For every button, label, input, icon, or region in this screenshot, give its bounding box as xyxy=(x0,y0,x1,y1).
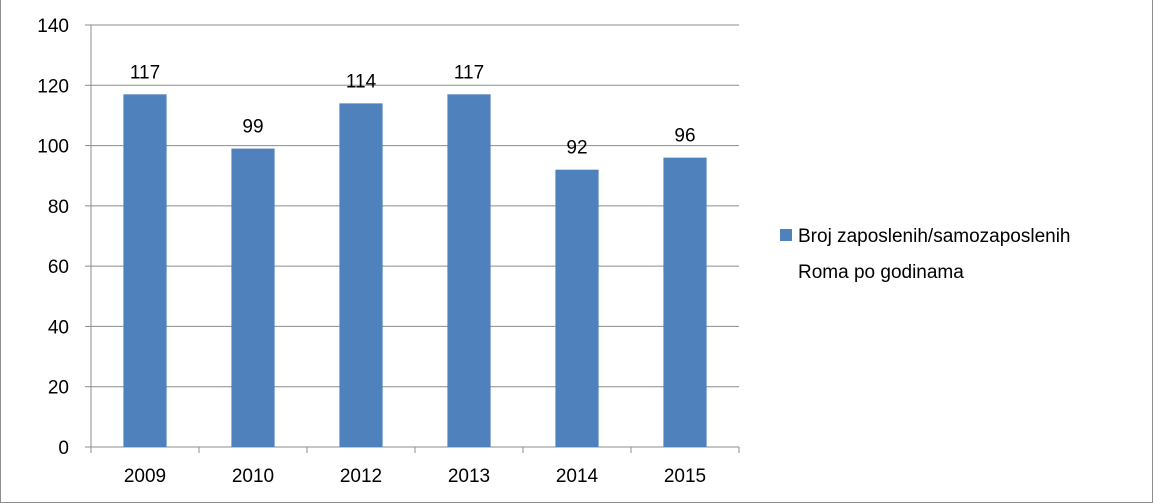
x-tick-label-2012: 2012 xyxy=(340,466,382,487)
y-tick-label: 80 xyxy=(48,197,69,218)
data-label-2014: 92 xyxy=(566,138,587,159)
legend-swatch xyxy=(780,229,792,241)
data-labels: 117 99 114 117 92 96 xyxy=(130,62,696,158)
y-tick-label: 120 xyxy=(37,76,69,97)
y-tick-label: 100 xyxy=(37,137,69,158)
y-tick-labels: 0 20 40 60 80 100 120 140 xyxy=(37,16,69,459)
x-tick-label-2015: 2015 xyxy=(664,466,706,487)
x-tick-labels: 2009 2010 2012 2013 2014 2015 xyxy=(124,466,706,487)
axes xyxy=(85,24,740,453)
gridlines xyxy=(91,24,739,388)
y-tick-label: 60 xyxy=(48,257,69,278)
data-label-2009: 117 xyxy=(130,62,160,83)
data-label-2012: 114 xyxy=(346,71,377,92)
data-label-2013: 117 xyxy=(454,62,484,83)
legend-label-line-1: Broj zaposlenih/samozaposlenih xyxy=(798,226,1071,247)
bar-2014 xyxy=(555,169,599,447)
y-tick-label: 0 xyxy=(58,438,69,459)
bar-2009 xyxy=(123,94,167,447)
bar-2015 xyxy=(663,157,707,447)
legend: Broj zaposlenih/samozaposlenih Roma po g… xyxy=(780,226,1071,283)
x-tick-label-2014: 2014 xyxy=(556,466,599,487)
x-tick-label-2013: 2013 xyxy=(448,466,490,487)
y-tick-label: 140 xyxy=(37,16,69,37)
data-label-2015: 96 xyxy=(674,126,695,147)
bars xyxy=(123,94,707,448)
bar-2010 xyxy=(231,148,275,448)
bar-2012 xyxy=(339,103,383,447)
legend-label-line-2: Roma po godinama xyxy=(798,262,964,283)
x-tick-label-2010: 2010 xyxy=(232,466,274,487)
data-label-2010: 99 xyxy=(242,117,263,138)
y-tick-label: 20 xyxy=(48,378,69,399)
bar-2013 xyxy=(447,94,491,447)
x-tick-label-2009: 2009 xyxy=(124,466,166,487)
y-tick-label: 40 xyxy=(48,317,69,338)
